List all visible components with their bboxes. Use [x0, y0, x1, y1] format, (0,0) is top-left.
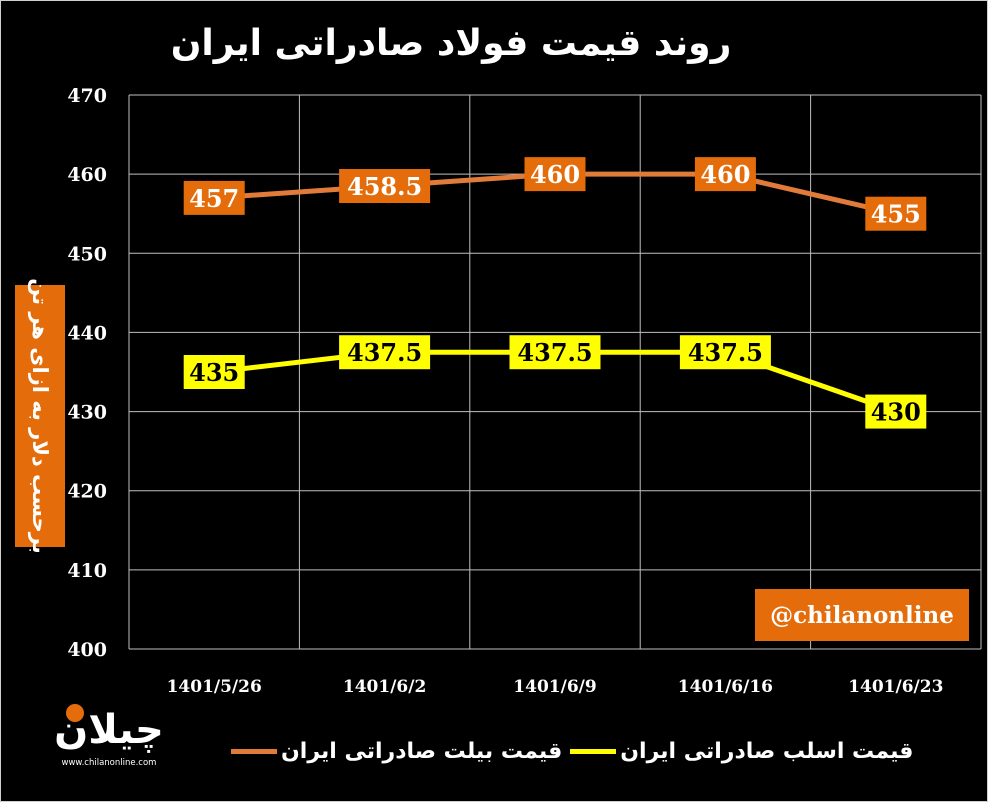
data-label: 458.5 [347, 172, 422, 201]
y-axis-label: برحسب دلار به ازای هر تن [28, 278, 53, 554]
data-label-box [183, 355, 245, 389]
legend-label-slab: قیمت اسلب صادراتی ایران [620, 738, 914, 764]
data-label: 437.5 [688, 338, 763, 367]
y-tick-label: 440 [67, 322, 107, 344]
x-tick-label: 1401/6/23 [848, 677, 943, 697]
x-tick-label: 1401/6/2 [343, 677, 426, 697]
data-label-box [339, 335, 431, 370]
x-tick-label: 1401/5/26 [167, 677, 262, 697]
logo-url: www.chilanonline.com [62, 758, 157, 768]
chart-title: روند قیمت فولاد صادراتی ایران [170, 23, 732, 64]
data-label: 460 [530, 160, 580, 189]
data-label: 460 [700, 160, 750, 189]
data-label-box [694, 157, 756, 192]
legend-item-billet: قیمت بیلت صادراتی ایران [231, 739, 562, 764]
data-label: 430 [871, 398, 921, 427]
data-label-box [339, 169, 431, 204]
y-tick-label: 450 [67, 243, 107, 265]
data-label-box [524, 157, 586, 192]
chart-legend: قیمت بیلت صادراتی ایران قیمت اسلب صادرات… [231, 731, 931, 771]
watermark-badge: @chilanonline [755, 589, 969, 641]
y-tick-label: 430 [67, 402, 107, 424]
y-tick-label: 470 [67, 85, 107, 107]
data-label: 435 [189, 358, 239, 387]
chilan-logo: چیلان www.chilanonline.com [54, 704, 164, 768]
data-label-box [509, 335, 601, 370]
data-label-box [865, 196, 927, 231]
y-tick-label: 410 [67, 560, 107, 582]
legend-item-slab: قیمت اسلب صادراتی ایران [570, 739, 913, 764]
data-label: 437.5 [517, 338, 592, 367]
x-tick-label: 1401/6/16 [678, 677, 773, 697]
data-label: 457 [189, 184, 239, 213]
data-label-box [865, 394, 927, 429]
y-tick-label: 460 [67, 164, 107, 186]
y-tick-label: 400 [67, 639, 107, 661]
data-label-box [183, 180, 245, 215]
y-tick-label: 420 [67, 481, 107, 503]
x-tick-label: 1401/6/9 [513, 677, 596, 697]
data-label: 455 [871, 200, 921, 229]
logo-wordmark: چیلان [54, 707, 164, 753]
legend-swatch-billet [231, 748, 277, 754]
data-label-box [679, 335, 771, 370]
data-label: 437.5 [347, 338, 422, 367]
legend-swatch-slab [570, 748, 617, 754]
legend-label-billet: قیمت بیلت صادراتی ایران [281, 738, 563, 764]
y-axis-label-box: برحسب دلار به ازای هر تن [15, 278, 65, 554]
